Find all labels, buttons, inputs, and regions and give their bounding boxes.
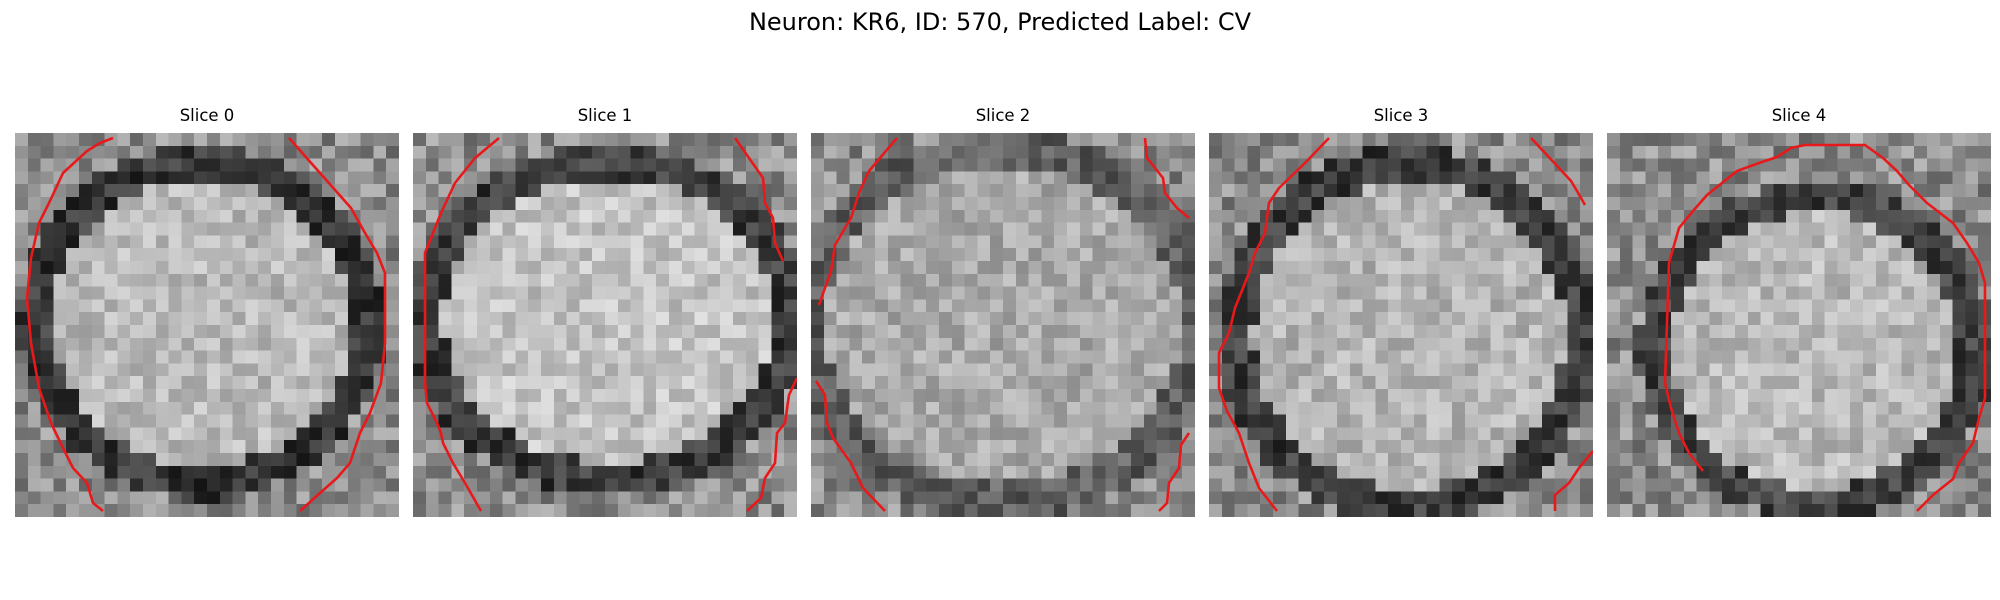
slice-image [15, 133, 399, 517]
slice-title: Slice 2 [811, 106, 1195, 125]
slice-title: Slice 3 [1209, 106, 1593, 125]
slice-image [1607, 133, 1991, 517]
slice-title: Slice 4 [1607, 106, 1991, 125]
slice-image [811, 133, 1195, 517]
slice-title: Slice 1 [413, 106, 797, 125]
slice-title: Slice 0 [15, 106, 399, 125]
slice-image [1209, 133, 1593, 517]
slice-image [413, 133, 797, 517]
figure-title: Neuron: KR6, ID: 570, Predicted Label: C… [0, 8, 2000, 36]
